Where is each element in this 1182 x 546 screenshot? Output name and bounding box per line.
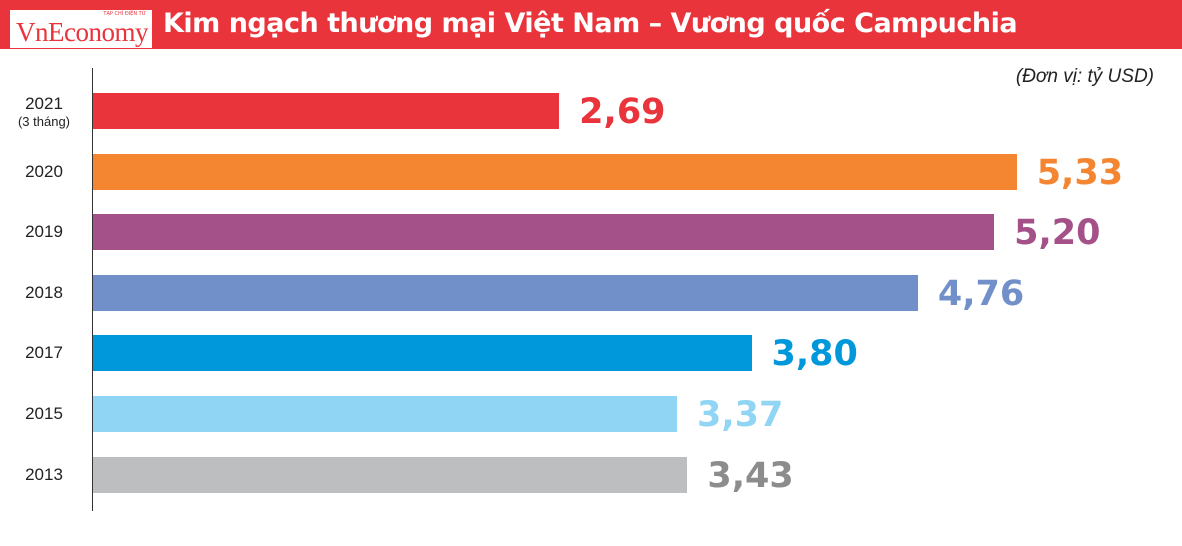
category-year: 2019 bbox=[25, 222, 63, 242]
y-axis-line bbox=[92, 68, 93, 511]
header-banner: TẠP CHÍ ĐIỆN TỬ VnEconomy Kim ngạch thươ… bbox=[0, 0, 1182, 49]
category-label: 2013 bbox=[0, 465, 88, 485]
category-label: 2020 bbox=[0, 162, 88, 182]
category-year: 2018 bbox=[25, 282, 63, 302]
category-year: 2021 bbox=[25, 94, 63, 113]
bar-2013 bbox=[93, 456, 688, 493]
value-label: 2,69 bbox=[579, 92, 666, 132]
category-label: 2015 bbox=[0, 404, 88, 424]
category-label: 2018 bbox=[0, 283, 88, 303]
value-label: 5,33 bbox=[1036, 152, 1124, 193]
bar-2015 bbox=[93, 396, 678, 432]
bar-2019 bbox=[93, 214, 995, 251]
value-label: 4,76 bbox=[937, 273, 1025, 314]
logo-text: VnEconomy bbox=[16, 17, 148, 47]
category-year: 2015 bbox=[25, 404, 63, 423]
chart-title: Kim ngạch thương mại Việt Nam – Vương qu… bbox=[163, 8, 1018, 39]
bar-2020 bbox=[93, 153, 1017, 190]
bar-2017 bbox=[93, 335, 752, 372]
category-year: 2020 bbox=[25, 161, 63, 181]
category-year: 2013 bbox=[25, 464, 63, 484]
category-year: 2017 bbox=[25, 343, 63, 363]
logo: TẠP CHÍ ĐIỆN TỬ VnEconomy bbox=[10, 10, 152, 48]
category-note: (3 tháng) bbox=[17, 114, 71, 129]
category-label: 2019 bbox=[0, 222, 88, 242]
logo-subtitle: TẠP CHÍ ĐIỆN TỬ bbox=[103, 11, 146, 17]
category-label: 2017 bbox=[0, 343, 88, 363]
unit-label: (Đơn vị: tỷ USD) bbox=[1015, 66, 1154, 87]
value-label: 3,80 bbox=[771, 334, 858, 375]
category-label: 2021 (3 tháng) bbox=[0, 94, 88, 129]
bar-2021 bbox=[93, 93, 560, 129]
value-label: 5,20 bbox=[1014, 213, 1101, 254]
bar-2018 bbox=[93, 274, 918, 311]
value-label: 3,43 bbox=[707, 455, 794, 496]
value-label: 3,37 bbox=[697, 395, 784, 435]
